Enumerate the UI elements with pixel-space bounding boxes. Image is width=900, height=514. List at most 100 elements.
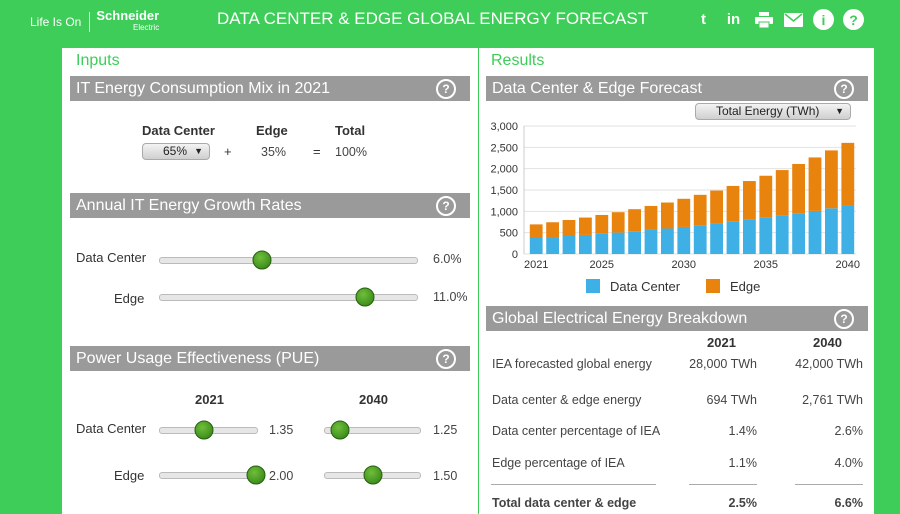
mix-dc-select[interactable]: 65% ▼ xyxy=(142,143,210,160)
bar-edge xyxy=(562,219,576,236)
equals-sign: = xyxy=(313,144,321,159)
pue-dc-2021-slider-handle[interactable] xyxy=(194,420,213,440)
twitter-icon[interactable]: t xyxy=(701,11,706,28)
growth-dc-value: 6.0% xyxy=(433,252,462,266)
bar-datacenter xyxy=(808,210,822,254)
results-panel: Results Data Center & Edge Forecast ? To… xyxy=(479,48,874,514)
life-is-on-text: Life Is On xyxy=(30,15,82,29)
breakdown-row-label: Edge percentage of IEA xyxy=(492,456,625,470)
bar-datacenter xyxy=(841,205,855,254)
pue-col-2040: 2040 xyxy=(359,392,388,407)
y-tick-label: 500 xyxy=(500,228,518,240)
inputs-panel: Inputs IT Energy Consumption Mix in 2021… xyxy=(62,48,478,514)
top-bar: Life Is On Schneider Electric DATA CENTER… xyxy=(0,0,900,40)
growth-edge-slider[interactable] xyxy=(159,294,418,301)
email-icon[interactable] xyxy=(783,9,804,30)
print-icon[interactable] xyxy=(753,9,774,30)
mix-header: IT Energy Consumption Mix in 2021 ? xyxy=(70,76,470,101)
growth-dc-slider-handle[interactable] xyxy=(252,250,272,270)
pue-dc-2021-value: 1.35 xyxy=(269,423,294,437)
pue-dc-2040-slider[interactable] xyxy=(324,427,421,434)
x-tick-label: 2030 xyxy=(672,259,696,271)
bar-edge xyxy=(595,214,609,234)
pue-title: Power Usage Effectiveness (PUE) xyxy=(76,350,320,367)
bar-datacenter xyxy=(546,237,559,254)
bar-edge xyxy=(579,217,592,235)
bar-datacenter xyxy=(529,238,543,254)
pue-dc-2040-value: 1.25 xyxy=(433,423,458,437)
y-tick-label: 3,000 xyxy=(490,121,518,133)
bar-edge xyxy=(726,185,740,222)
growth-edge-value: 11.0% xyxy=(433,290,468,304)
metric-select[interactable]: Total Energy (TWh) ▼ xyxy=(695,103,851,120)
growth-header: Annual IT Energy Growth Rates ? xyxy=(70,193,470,218)
bar-edge xyxy=(661,202,674,229)
bar-datacenter xyxy=(825,208,838,254)
bar-edge xyxy=(611,212,625,233)
x-tick-label: 2021 xyxy=(524,259,548,271)
y-tick-label: 0 xyxy=(512,249,518,261)
bar-edge xyxy=(693,194,707,226)
help-icon[interactable]: ? xyxy=(834,309,854,329)
share-icons: t in i ? xyxy=(693,9,864,30)
info-icon[interactable]: i xyxy=(813,9,834,30)
growth-dc-slider[interactable] xyxy=(159,257,418,264)
total-2021: 2.5% xyxy=(728,496,758,510)
growth-title: Annual IT Energy Growth Rates xyxy=(76,197,302,214)
pue-edge-2021-slider[interactable] xyxy=(159,472,258,479)
breakdown-row-2021: 694 TWh xyxy=(706,393,758,407)
bar-datacenter xyxy=(693,225,707,254)
growth-edge-slider-handle[interactable] xyxy=(355,287,375,307)
linkedin-icon[interactable]: in xyxy=(726,11,741,28)
breakdown-row-2040: 4.0% xyxy=(834,456,864,470)
bar-edge xyxy=(808,157,822,211)
breakdown-col-2040: 2040 xyxy=(813,335,842,350)
bar-datacenter xyxy=(611,232,625,254)
breakdown-row-2021: 28,000 TWh xyxy=(689,357,757,371)
help-icon[interactable]: ? xyxy=(436,79,456,99)
bar-edge xyxy=(546,222,559,238)
results-heading: Results xyxy=(491,52,545,69)
breakdown-row-label: Data center percentage of IEA xyxy=(492,424,661,438)
inputs-heading: Inputs xyxy=(76,52,120,69)
schneider-logo: Schneider Electric xyxy=(96,8,160,32)
pue-edge-2040-slider-handle[interactable] xyxy=(363,465,383,485)
bar-edge xyxy=(841,142,855,206)
legend-edge-swatch xyxy=(706,279,720,293)
pue-header: Power Usage Effectiveness (PUE) ? xyxy=(70,346,470,371)
bar-datacenter xyxy=(775,215,789,254)
pue-dc-2040-slider-handle[interactable] xyxy=(330,420,350,440)
help-icon[interactable]: ? xyxy=(834,79,854,99)
bar-datacenter xyxy=(595,233,609,254)
y-tick-label: 1,500 xyxy=(490,185,518,197)
bar-edge xyxy=(792,163,805,214)
bar-edge xyxy=(677,198,691,227)
bar-datacenter xyxy=(743,219,756,254)
bar-datacenter xyxy=(644,229,658,254)
pue-edge-2021-slider-handle[interactable] xyxy=(246,465,266,485)
breakdown-row-label: Data center & edge energy xyxy=(492,393,642,407)
help-icon[interactable]: ? xyxy=(436,196,456,216)
help-icon[interactable]: ? xyxy=(843,9,864,30)
mix-title: IT Energy Consumption Mix in 2021 xyxy=(76,80,331,97)
bar-edge xyxy=(644,205,658,230)
bar-edge xyxy=(710,190,723,224)
bar-datacenter xyxy=(759,217,773,254)
help-icon[interactable]: ? xyxy=(436,349,456,369)
pue-edge-2021-value: 2.00 xyxy=(269,469,294,483)
x-tick-label: 2040 xyxy=(836,259,860,271)
pue-dc-label: Data Center xyxy=(76,421,147,436)
bar-edge xyxy=(743,181,756,220)
x-tick-label: 2025 xyxy=(590,259,614,271)
breakdown-header: Global Electrical Energy Breakdown ? xyxy=(486,306,868,331)
legend-edge-label: Edge xyxy=(730,279,761,294)
breakdown-row-2040: 2,761 TWh xyxy=(802,393,863,407)
chevron-down-icon: ▼ xyxy=(194,146,203,156)
chevron-down-icon: ▼ xyxy=(835,106,844,116)
pue-edge-2040-value: 1.50 xyxy=(433,469,458,483)
breakdown-col-2021: 2021 xyxy=(707,335,736,350)
bar-datacenter xyxy=(710,223,723,254)
bar-datacenter xyxy=(726,221,740,254)
bar-datacenter xyxy=(562,235,576,254)
breakdown-title: Global Electrical Energy Breakdown xyxy=(492,310,748,327)
